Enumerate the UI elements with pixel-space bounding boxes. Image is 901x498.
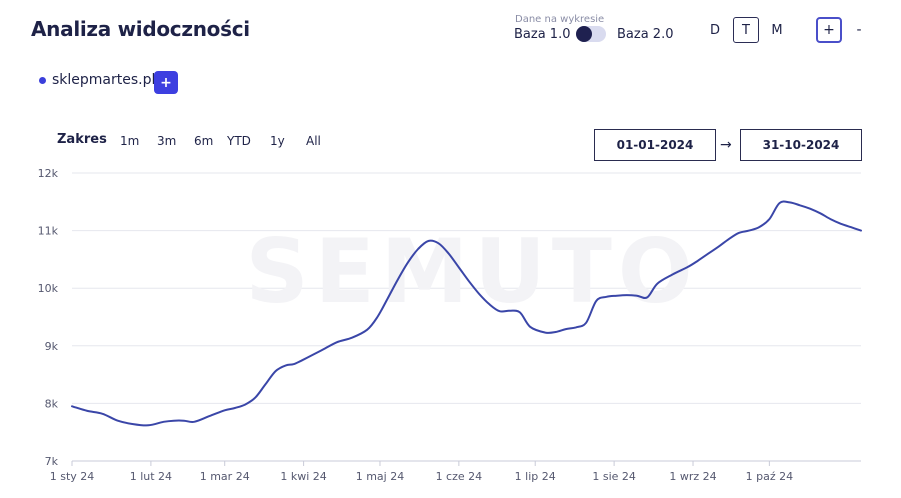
page-title: Analiza widoczności (31, 17, 250, 41)
base-1-label[interactable]: Baza 1.0 (514, 27, 571, 42)
range-1m-button[interactable]: 1m (120, 134, 140, 148)
granularity-month-button[interactable]: M (771, 22, 783, 38)
range-label: Zakres (57, 132, 107, 147)
range-3m-button[interactable]: 3m (157, 134, 177, 148)
x-tick-label: 1 sty 24 (50, 470, 95, 483)
watermark-text: SEMUTO (245, 220, 698, 323)
range-ytd-button[interactable]: YTD (227, 134, 251, 148)
x-tick-label: 1 lip 24 (515, 470, 556, 483)
x-tick-label: 1 kwi 24 (280, 470, 326, 483)
x-tick-label: 1 maj 24 (356, 470, 405, 483)
y-tick-label: 12k (38, 167, 59, 180)
y-tick-label: 10k (38, 282, 59, 295)
zoom-in-button[interactable]: + (816, 17, 842, 43)
add-domain-button[interactable]: + (154, 71, 178, 94)
domain-dot-icon (39, 76, 46, 84)
base-toggle[interactable] (576, 26, 606, 42)
granularity-day-button[interactable]: D (709, 22, 720, 38)
y-tick-label: 11k (38, 225, 59, 238)
x-tick-label: 1 wrz 24 (669, 470, 716, 483)
toggle-knob (576, 26, 592, 42)
y-tick-label: 7k (45, 455, 59, 468)
date-to-input[interactable]: 31-10-2024 (740, 129, 862, 161)
base-caption: Dane na wykresie (515, 14, 605, 25)
x-tick-label: 1 mar 24 (200, 470, 250, 483)
range-1y-button[interactable]: 1y (270, 134, 285, 148)
base-2-label[interactable]: Baza 2.0 (617, 27, 674, 42)
domain-item[interactable]: sklepmartes.pl (39, 72, 155, 88)
series-line (71, 200, 862, 427)
granularity-week-button[interactable]: T (733, 17, 759, 43)
range-all-button[interactable]: All (306, 134, 321, 148)
y-tick-label: 9k (45, 340, 59, 353)
date-from-input[interactable]: 01-01-2024 (594, 129, 716, 161)
range-6m-button[interactable]: 6m (194, 134, 214, 148)
x-tick-label: 1 lut 24 (130, 470, 172, 483)
x-tick-label: 1 paź 24 (746, 470, 794, 483)
zoom-out-button[interactable]: - (856, 22, 862, 38)
date-arrow-icon: → (720, 137, 732, 153)
y-tick-label: 8k (45, 397, 59, 410)
x-tick-label: 1 sie 24 (592, 470, 636, 483)
x-tick-label: 1 cze 24 (436, 470, 483, 483)
domain-label: sklepmartes.pl (52, 72, 156, 88)
